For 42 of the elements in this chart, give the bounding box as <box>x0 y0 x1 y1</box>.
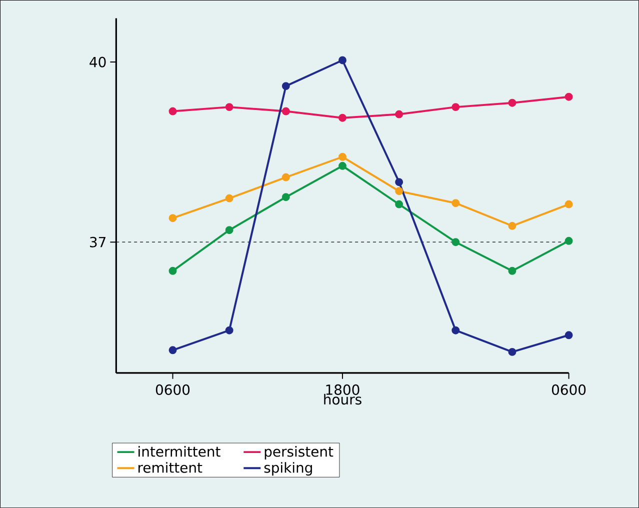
x-axis-title: hours <box>324 394 362 405</box>
x-tick-label: 1800 <box>326 384 360 395</box>
point <box>168 266 177 275</box>
legend-label: spiking <box>264 462 312 476</box>
point <box>168 107 177 116</box>
x-tick-label: 0600 <box>156 384 190 395</box>
point <box>395 110 404 118</box>
point <box>282 193 290 202</box>
point <box>338 114 346 122</box>
point <box>452 199 460 208</box>
point <box>508 348 516 356</box>
y-tick-label: 40 <box>90 56 106 68</box>
point <box>338 162 346 170</box>
point <box>225 194 234 202</box>
point <box>395 178 404 186</box>
point <box>338 56 346 64</box>
legend-label: intermittent <box>138 446 220 457</box>
point <box>395 187 404 196</box>
point <box>338 152 346 161</box>
point <box>168 214 177 222</box>
y-tick-label: 37 <box>90 236 106 248</box>
point <box>452 238 460 246</box>
point <box>452 326 460 334</box>
point <box>452 103 460 111</box>
point <box>508 98 516 107</box>
point <box>282 173 290 182</box>
legend-label: remittent <box>138 462 202 473</box>
point <box>282 107 290 116</box>
point <box>508 222 516 230</box>
point <box>564 331 573 340</box>
point <box>225 103 234 111</box>
point <box>282 82 290 90</box>
legend-label: persistent <box>264 446 334 460</box>
point <box>225 226 234 234</box>
point <box>564 236 573 245</box>
point <box>564 92 573 101</box>
point <box>225 326 234 334</box>
point <box>395 200 404 208</box>
point <box>564 200 573 208</box>
point <box>508 266 516 275</box>
point <box>168 346 177 354</box>
x-tick-label: 0600 <box>552 384 586 395</box>
